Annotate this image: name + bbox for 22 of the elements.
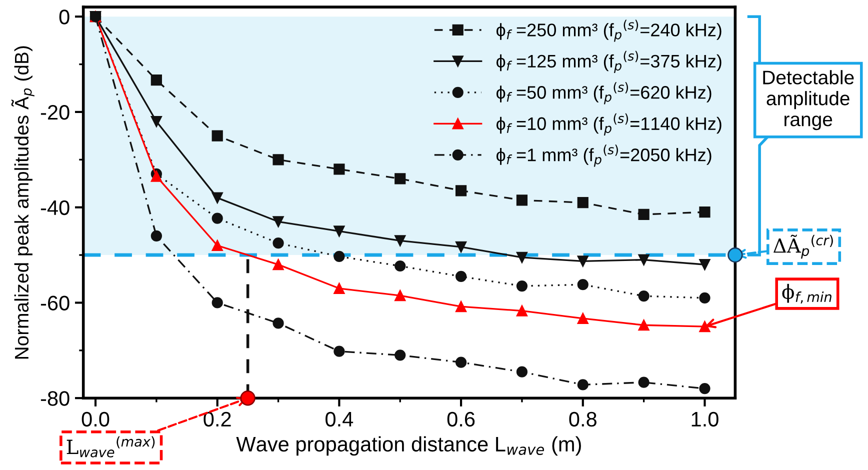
y-tick-label: 0 [59, 10, 70, 24]
x-axis-title: Wave propagation distance L$_{wave}$ (m) [236, 436, 581, 456]
x-tick-label: 0.6 [447, 412, 475, 427]
y-axis-title: Normalized peak amplitudes Ã$_{p}$ (dB) [11, 46, 34, 359]
y-tick-label: -20 [40, 104, 70, 120]
legend-label: ϕ$_{f}$ =125 mm³ (f$_{p}$$^{(s)}$=375 kHz) [496, 50, 722, 74]
x-tick-label: 0.0 [82, 412, 110, 427]
annotation: ϕ$_{f,min}$ [782, 284, 832, 304]
y-tick-label: -80 [40, 391, 70, 406]
x-tick-label: 1.0 [692, 412, 718, 427]
legend-label: ϕ$_{f}$ =250 mm³ (f$_{p}$$^{(s)}$=240 kHz) [496, 20, 722, 42]
y-tick-label: -60 [40, 296, 70, 310]
legend-label: ϕ$_{f}$ =50 mm³ (f$_{p}$$^{(s)}$=620 kHz) [496, 82, 712, 104]
legend-label: ϕ$_{f}$ =1 mm³ (f$_{p}$$^{(s)}$=2050 kHz) [496, 144, 712, 167]
annotation: L$_{wave}$$^{(max)}$ [66, 436, 155, 458]
legend-label: ϕ$_{f}$ =10 mm³ (f$_{p}$$^{(s)}$=1140 kHz) [496, 113, 722, 136]
x-tick-label: 0.8 [569, 412, 596, 427]
y-tick-label: -40 [40, 200, 70, 216]
annotation: ΔÃ$_{p}$$^{(cr)}$ [773, 234, 833, 259]
text: Detectable amplitude range [763, 70, 854, 130]
x-tick-label: 0.4 [326, 412, 354, 427]
x-tick-label: 0.2 [204, 412, 231, 427]
